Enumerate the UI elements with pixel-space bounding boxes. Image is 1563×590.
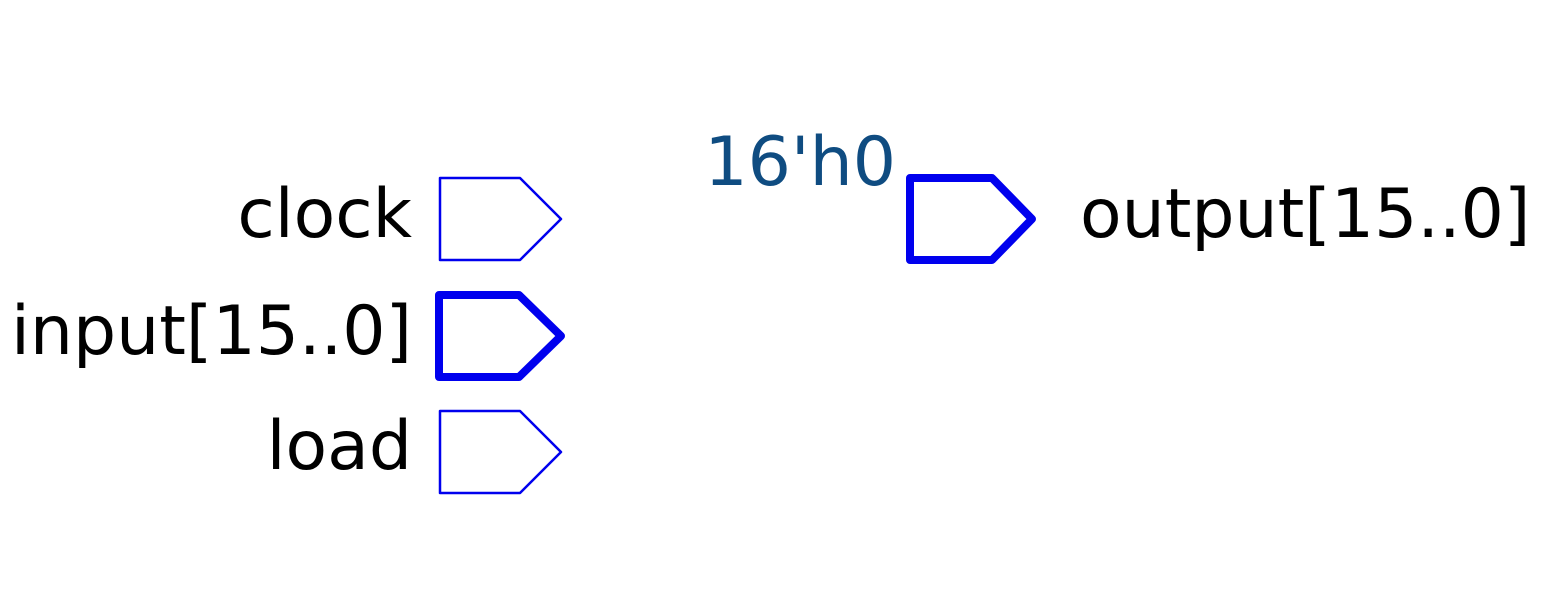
input-pin-load[interactable]: load <box>267 407 563 495</box>
output-pin-data-bus[interactable]: 16'h0 output[15..0] <box>704 123 1530 264</box>
input-pin-data-bus-label: input[15..0] <box>11 292 412 371</box>
output-constant-value: 16'h0 <box>704 123 896 202</box>
input-pin-data-bus-symbol <box>435 291 565 381</box>
input-pin-data-bus[interactable]: input[15..0] <box>11 291 565 381</box>
input-pin-clock-label: clock <box>237 175 412 254</box>
output-pin-data-bus-symbol <box>906 174 1036 264</box>
input-pin-load-label: load <box>267 407 412 486</box>
input-pin-load-symbol <box>438 409 563 495</box>
output-pin-data-bus-label: output[15..0] <box>1080 175 1530 254</box>
input-pin-clock[interactable]: clock <box>237 175 563 262</box>
input-pin-clock-symbol <box>438 176 563 262</box>
